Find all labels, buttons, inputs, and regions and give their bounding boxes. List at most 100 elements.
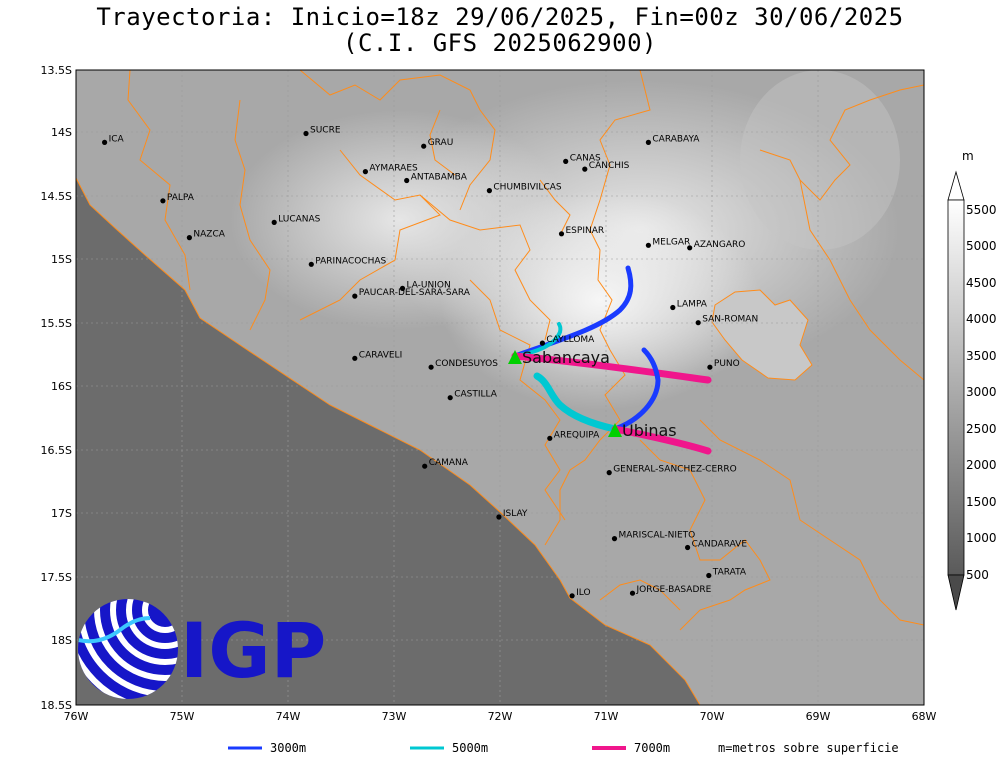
place-dot-icon [685,544,691,551]
place-dot-icon [447,395,453,401]
place-dot-icon [706,572,712,579]
lon-tick-label: 72W [488,710,513,723]
igp-logo-text: IGP [180,606,326,695]
colorbar-label: 3500 [966,349,997,363]
lon-tick-label: 74W [276,710,301,723]
lon-tick-label: 71W [594,710,619,723]
place-marker: LA-UNION [399,280,451,291]
place-label: PALPA [167,193,195,203]
place-dot-icon [707,364,713,370]
place-dot-icon [670,304,676,311]
place-label: CAYLLOMA [546,335,595,345]
place-label: MELGAR [652,237,690,247]
place-label: ISLAY [503,509,528,519]
place-label: CANDARAVE [692,540,748,550]
legend-note: m=metros sobre superficie [718,741,899,755]
place-marker: GRAU [421,138,453,149]
place-marker: PAUCAR-DEL-SARA-SARA [352,288,471,299]
place-label: CHUMBIVILCAS [493,183,561,193]
place-label: AZANGARO [694,240,746,250]
place-marker: AREQUIPA [547,430,600,441]
place-dot-icon [606,470,612,476]
place-marker: CAMANA [422,458,469,469]
place-dot-icon [362,169,368,175]
plot-frame [75,69,925,706]
place-dot-icon [611,536,618,542]
map-title: Trayectoria: Inicio=18z 29/06/2025, Fin=… [96,3,904,31]
place-label: CAMANA [429,458,469,468]
colorbar-label: 5000 [966,239,997,253]
lat-tick-label: 13.5S [41,64,72,77]
places-layer: ICA SUCRE GRAU CARABAYA AYMARAES CANASCANCHIS… [102,126,758,599]
lat-tick-label: 16.5S [41,444,72,457]
colorbar-label: 1500 [966,495,997,509]
place-label: CANAS [570,153,601,163]
map-subtitle: (C.I. GFS 2025062900) [343,29,657,57]
place-dot-icon [422,463,428,469]
place-dot-icon [547,435,553,441]
place-label: GRAU [428,138,454,148]
place-marker: ISLAY [496,509,528,520]
place-marker: CARABAYA [645,134,700,145]
lat-tick-label: 16S [51,380,72,393]
place-label: LAMPA [677,300,708,310]
place-dot-icon [563,158,569,164]
lon-tick-label: 76W [64,710,89,723]
place-dot-icon [629,590,636,596]
place-marker: MARISCAL-NIETO [611,531,695,542]
place-dot-icon [271,219,277,225]
lat-tick-label: 17.5S [41,571,72,584]
place-marker: CANAS [563,153,601,164]
place-label: CASTILLA [454,390,498,400]
place-label: NAZCA [193,230,225,240]
place-marker: ANTABAMBA [404,173,468,184]
place-label: PARINACOCHAS [315,256,386,266]
place-dot-icon [645,242,652,248]
volcano-sabancaya-icon [508,350,522,364]
trajectory-5000m-ubinas [533,372,619,433]
place-marker: CARAVELI [352,350,402,361]
lat-tick-label: 14S [51,126,72,139]
place-dot-icon [582,166,588,172]
place-marker: JORGE-BASADRE [629,585,712,596]
volcano-ubinas-icon [608,423,622,437]
longitude-axis: 76W 75W 74W 73W 72W 71W 70W 69W 68W [64,710,937,723]
place-dot-icon [352,293,358,299]
volcano-ubinas-label: Ubinas [622,421,677,440]
legend-label-5000m: 5000m [452,741,488,755]
place-label: CARABAYA [652,134,700,144]
place-marker: ESPINAR [558,226,605,237]
place-marker: PUNO [707,359,740,370]
place-dot-icon [539,340,546,346]
latitude-axis: 13.5S 14S 14.5S 15S 15.5S 16S 16.5S 17S … [41,64,72,712]
place-label: AYMARAES [369,164,418,174]
place-marker: CANCHIS [582,161,630,172]
place-label: CANCHIS [589,161,630,171]
igp-logo: IGP [78,599,326,699]
volcano-sabancaya-label: Sabancaya [522,348,610,367]
place-dot-icon [486,188,492,194]
lat-tick-label: 15.5S [41,317,72,330]
trajectory-7000m-sabancaya [511,352,712,384]
place-dot-icon [352,355,358,361]
trajectory-legend: 3000m 5000m 7000m m=metros sobre superfi… [228,741,899,755]
place-label: LUCANAS [278,214,320,224]
place-dot-icon [404,177,410,184]
place-label: AREQUIPA [554,430,600,440]
legend-label-7000m: 7000m [634,741,670,755]
place-marker: AYMARAES [362,164,418,175]
place-marker: AZANGARO [687,240,745,251]
place-marker: CAYLLOMA [539,335,595,346]
trajectory-3000m-ubinas [612,347,661,432]
place-label: CARAVELI [359,350,402,360]
place-dot-icon [303,130,309,137]
place-marker: PARINACOCHAS [308,256,387,267]
elevation-colorbar: m 5500 5000 4500 4000 3500 3000 2500 200… [947,149,997,611]
place-label: ESPINAR [566,226,605,236]
lat-tick-label: 18.5S [41,699,72,712]
legend-label-3000m: 3000m [270,741,306,755]
place-label: ILO [576,588,590,598]
place-label: JORGE-BASADRE [636,585,712,595]
colorbar-label: 2500 [966,422,997,436]
